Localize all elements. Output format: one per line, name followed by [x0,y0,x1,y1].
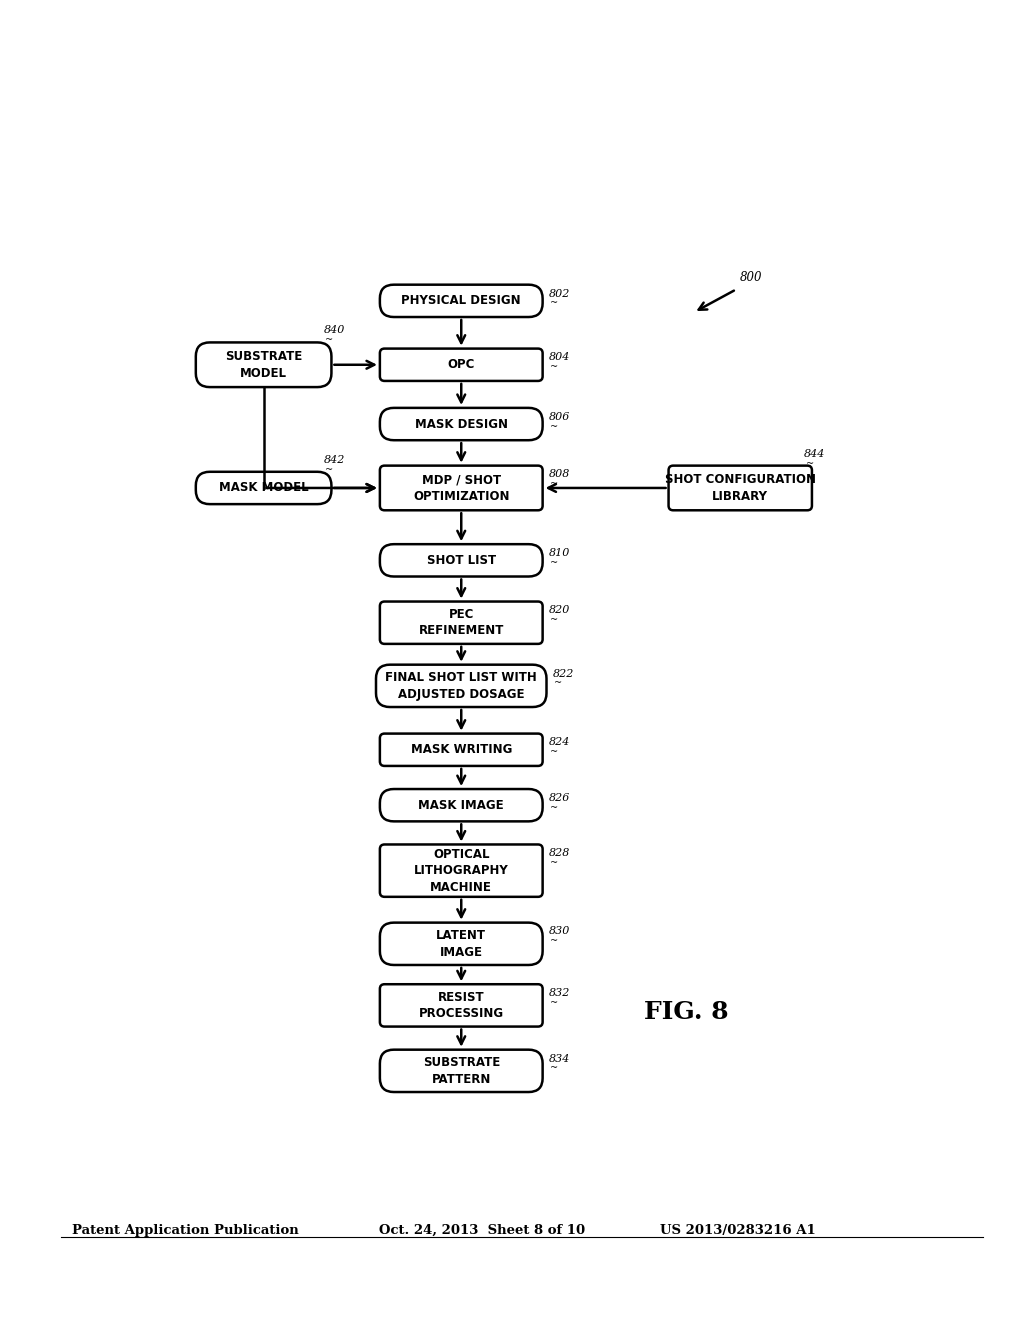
FancyBboxPatch shape [380,348,543,381]
Text: 826: 826 [549,793,570,803]
Text: 806: 806 [549,412,570,421]
Text: ~: ~ [550,803,558,812]
Text: FIG. 8: FIG. 8 [644,999,728,1023]
Text: ~: ~ [326,465,334,474]
FancyBboxPatch shape [380,466,543,511]
Text: ~: ~ [550,998,558,1007]
Text: SHOT CONFIGURATION
LIBRARY: SHOT CONFIGURATION LIBRARY [665,473,816,503]
Text: ~: ~ [550,1064,558,1073]
FancyBboxPatch shape [376,665,547,708]
Text: PEC
REFINEMENT: PEC REFINEMENT [419,609,504,638]
Text: LATENT
IMAGE: LATENT IMAGE [436,929,486,958]
Text: 808: 808 [549,470,570,479]
Text: ~: ~ [550,936,558,945]
Text: ~: ~ [326,335,334,345]
FancyBboxPatch shape [196,342,332,387]
Text: ~: ~ [550,479,558,488]
FancyBboxPatch shape [380,734,543,766]
Text: 820: 820 [549,606,570,615]
Text: SUBSTRATE
PATTERN: SUBSTRATE PATTERN [423,1056,500,1085]
Text: 842: 842 [324,455,345,465]
Text: 824: 824 [549,738,570,747]
Text: ~: ~ [806,459,814,467]
Text: ~: ~ [550,363,558,371]
Text: US 2013/0283216 A1: US 2013/0283216 A1 [660,1224,816,1237]
Text: ~: ~ [550,558,558,568]
FancyBboxPatch shape [380,408,543,441]
Text: MASK MODEL: MASK MODEL [219,482,308,495]
FancyBboxPatch shape [380,845,543,896]
FancyBboxPatch shape [380,544,543,577]
Text: OPTICAL
LITHOGRAPHY
MACHINE: OPTICAL LITHOGRAPHY MACHINE [414,847,509,894]
Text: ~: ~ [550,747,558,756]
Text: ~: ~ [550,858,558,867]
Text: MASK DESIGN: MASK DESIGN [415,417,508,430]
Text: 810: 810 [549,548,570,558]
FancyBboxPatch shape [380,789,543,821]
Text: Oct. 24, 2013  Sheet 8 of 10: Oct. 24, 2013 Sheet 8 of 10 [379,1224,585,1237]
Text: 822: 822 [553,668,574,678]
Text: ~: ~ [554,678,562,688]
Text: OPC: OPC [447,358,475,371]
Text: 832: 832 [549,989,570,998]
Text: 834: 834 [549,1053,570,1064]
Text: 804: 804 [549,352,570,363]
FancyBboxPatch shape [669,466,812,511]
Text: MASK WRITING: MASK WRITING [411,743,512,756]
Text: SUBSTRATE
MODEL: SUBSTRATE MODEL [225,350,302,380]
Text: 840: 840 [324,326,345,335]
Text: 828: 828 [549,849,570,858]
FancyBboxPatch shape [380,923,543,965]
FancyBboxPatch shape [380,285,543,317]
Text: 844: 844 [804,449,825,458]
Text: 800: 800 [740,271,763,284]
Text: FINAL SHOT LIST WITH
ADJUSTED DOSAGE: FINAL SHOT LIST WITH ADJUSTED DOSAGE [385,671,538,701]
Text: MASK IMAGE: MASK IMAGE [419,799,504,812]
FancyBboxPatch shape [196,471,332,504]
Text: 802: 802 [549,289,570,298]
Text: PHYSICAL DESIGN: PHYSICAL DESIGN [401,294,521,308]
Text: RESIST
PROCESSING: RESIST PROCESSING [419,990,504,1020]
Text: Patent Application Publication: Patent Application Publication [72,1224,298,1237]
Text: ~: ~ [550,422,558,430]
Text: 830: 830 [549,927,570,936]
FancyBboxPatch shape [380,1049,543,1092]
Text: ~: ~ [550,615,558,624]
FancyBboxPatch shape [380,602,543,644]
Text: SHOT LIST: SHOT LIST [427,554,496,566]
Text: MDP / SHOT
OPTIMIZATION: MDP / SHOT OPTIMIZATION [413,473,510,503]
FancyBboxPatch shape [380,985,543,1027]
Text: ~: ~ [550,298,558,308]
